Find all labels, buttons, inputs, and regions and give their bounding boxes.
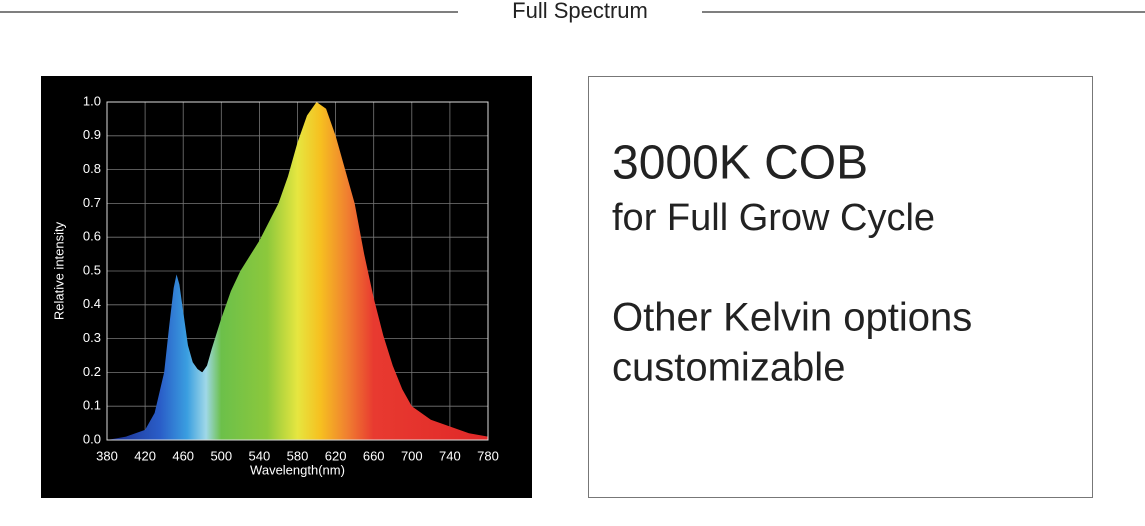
y-tick-label: 1.0 [83, 93, 101, 108]
y-tick-label: 0.4 [83, 296, 101, 311]
x-tick-label: 380 [96, 448, 118, 463]
header-title: Full Spectrum [512, 0, 648, 23]
x-tick-label: 500 [210, 448, 232, 463]
text-line: customizable [612, 346, 845, 390]
x-tick-label: 700 [401, 448, 423, 463]
x-tick-label: 780 [477, 448, 499, 463]
x-tick-label: 460 [172, 448, 194, 463]
x-tick-label: 580 [287, 448, 309, 463]
y-tick-label: 0.0 [83, 431, 101, 446]
y-axis-label: Relative intensity [51, 221, 66, 320]
y-tick-label: 0.5 [83, 262, 101, 277]
y-tick-label: 0.6 [83, 229, 101, 244]
x-tick-label: 540 [249, 448, 271, 463]
y-tick-label: 0.9 [83, 127, 101, 142]
spectrum-area [107, 102, 488, 440]
y-tick-label: 0.1 [83, 398, 101, 413]
y-tick-label: 0.7 [83, 195, 101, 210]
text-line: 3000K COB [612, 137, 868, 190]
text-line: for Full Grow Cycle [612, 197, 935, 239]
x-tick-label: 420 [134, 448, 156, 463]
x-tick-label: 620 [325, 448, 347, 463]
x-tick-label: 660 [363, 448, 385, 463]
text-box [588, 76, 1093, 498]
plot-border [106, 101, 489, 441]
y-tick-label: 0.3 [83, 330, 101, 345]
y-tick-label: 0.2 [83, 364, 101, 379]
x-tick-label: 740 [439, 448, 461, 463]
chart: 0.0 0.1 0.2 0.3 0.4 0.5 0.6 0.7 0.8 0.9 1.0 380 420 4… [51, 93, 498, 477]
x-axis-label: Wavelength(nm) [250, 462, 345, 477]
y-tick-label: 0.8 [83, 161, 101, 176]
text-line: Other Kelvin options [612, 296, 972, 340]
